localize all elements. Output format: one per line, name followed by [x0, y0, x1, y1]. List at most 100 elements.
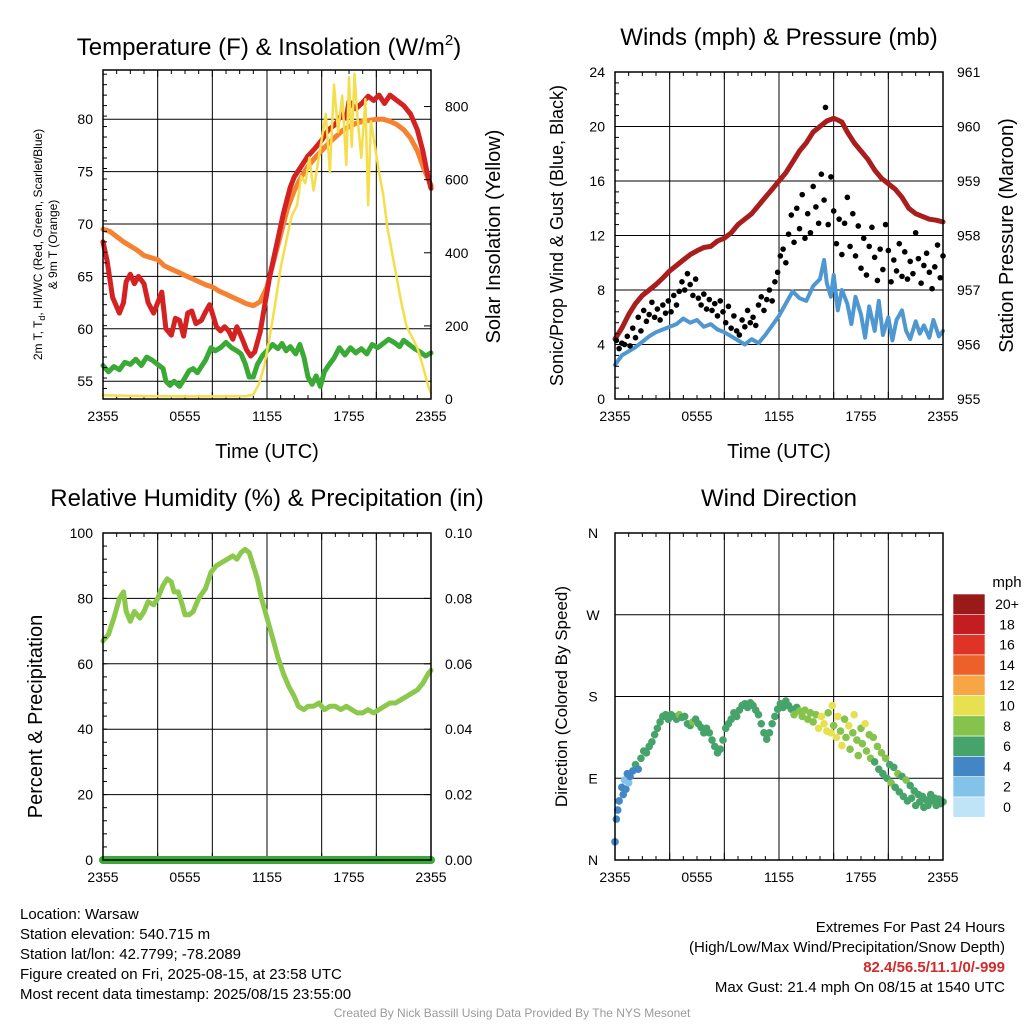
- gust-point: [901, 249, 908, 255]
- gust-point: [858, 265, 864, 272]
- extremes-title: Extremes For Past 24 Hours: [815, 919, 1005, 936]
- legend-label: 4: [1003, 758, 1011, 774]
- direction-point: [612, 815, 621, 823]
- y2-tick-label: 0.04: [445, 721, 472, 737]
- chart-title: Relative Humidity (%) & Precipitation (i…: [50, 485, 483, 512]
- legend-label: 0: [1003, 799, 1011, 815]
- gust-point: [855, 223, 862, 229]
- direction-point: [881, 754, 890, 763]
- direction-point: [771, 712, 779, 721]
- gust-point: [684, 270, 691, 277]
- gust-point: [932, 264, 938, 270]
- direction-point: [732, 712, 741, 721]
- y-tick-label: 12: [589, 228, 605, 244]
- direction-point: [650, 730, 659, 739]
- gust-point: [871, 254, 878, 261]
- legend-swatch: [952, 715, 986, 737]
- x-tick-label: 1155: [764, 869, 794, 885]
- x-tick-label: 0555: [681, 869, 712, 885]
- direction-point: [765, 729, 774, 737]
- x-tick-label: 0555: [169, 408, 200, 424]
- gust-point: [804, 210, 811, 217]
- y2-tick-label: 0: [445, 391, 453, 407]
- speed-legend: mph 20+ 18 16 14 12 10 8 6 4 2 0: [952, 574, 1022, 818]
- direction-point: [719, 736, 727, 744]
- extremes-subtitle: (High/Low/Max Wind/Precipitation/Snow De…: [689, 939, 1005, 956]
- y-tick-label: 16: [589, 173, 605, 189]
- gust-point: [874, 277, 881, 284]
- legend-swatch: [952, 654, 986, 676]
- legend-label: 12: [999, 677, 1015, 693]
- gust-point: [815, 220, 822, 227]
- gust-point: [692, 276, 699, 282]
- gust-point: [796, 225, 803, 232]
- y2-tick-label: 0.10: [445, 525, 472, 541]
- gust-point: [921, 262, 927, 269]
- station-latlon: Station lat/lon: 42.7799; -78.2089: [20, 946, 242, 963]
- y-axis-label-rest: , HI/WC (Red, Green, Scarlet/Blue): [31, 129, 45, 316]
- gust-point: [929, 285, 935, 292]
- legend-title: mph: [992, 574, 1021, 591]
- y-tick-label: 55: [77, 373, 93, 389]
- gust-point: [777, 253, 784, 259]
- gust-point: [657, 317, 663, 323]
- y2-tick-label: 955: [957, 391, 981, 407]
- legend-swatch: [952, 776, 986, 798]
- x-tick-label: 1155: [764, 408, 794, 424]
- gust-point: [841, 220, 848, 227]
- y-tick-label: S: [588, 689, 597, 705]
- gust-point: [825, 221, 831, 228]
- gust-point: [681, 287, 688, 293]
- gust-point: [739, 317, 745, 323]
- y2-tick-label: 600: [445, 172, 469, 188]
- gust-point: [752, 322, 759, 329]
- direction-point: [840, 715, 849, 724]
- gust-point: [695, 295, 702, 301]
- gust-point: [701, 291, 707, 297]
- y2-tick-label: 200: [445, 318, 469, 334]
- legend-swatch: [952, 796, 986, 818]
- gust-point: [910, 270, 916, 277]
- gust-point: [709, 307, 715, 314]
- x-tick-label: 2355: [87, 408, 118, 424]
- legend-label: 18: [999, 616, 1015, 632]
- td-subscript: d: [37, 316, 47, 321]
- gust-point: [880, 266, 886, 273]
- gust-point: [665, 298, 672, 304]
- gust-point: [616, 345, 622, 352]
- legend-label: 14: [999, 657, 1015, 673]
- legend-label: 10: [999, 698, 1015, 714]
- legend-swatch: [952, 735, 986, 757]
- gust-point: [676, 288, 683, 295]
- plot-frame: [614, 532, 944, 861]
- legend-swatch: [952, 695, 986, 717]
- gust-point: [791, 239, 797, 246]
- direction-point: [757, 719, 766, 728]
- gust-point: [844, 194, 851, 201]
- direction-point: [814, 724, 823, 733]
- gust-point: [769, 298, 775, 304]
- direction-point: [858, 739, 867, 748]
- direction-point: [870, 758, 879, 766]
- y-tick-label: 4: [597, 337, 605, 353]
- gust-point: [772, 279, 778, 285]
- grid-direction: [614, 532, 944, 861]
- gust-point: [915, 255, 922, 262]
- direction-point: [790, 710, 798, 719]
- x-tick-label: 2355: [599, 408, 630, 424]
- gust-point: [673, 302, 680, 308]
- gust-point: [635, 314, 642, 321]
- y2-tick-label: 0.08: [445, 590, 472, 606]
- y-tick-label: 0: [597, 391, 605, 407]
- legend-swatch: [952, 593, 986, 615]
- direction-point: [838, 741, 846, 750]
- direction-point: [754, 710, 763, 719]
- gust-point: [624, 333, 631, 340]
- legend-label: 16: [999, 637, 1015, 653]
- series-line-winds-0: [613, 258, 945, 367]
- title-superscript: 2: [445, 32, 453, 49]
- direction-point: [716, 745, 725, 753]
- y2-tick-label: 961: [957, 64, 981, 80]
- gust-point: [758, 294, 765, 300]
